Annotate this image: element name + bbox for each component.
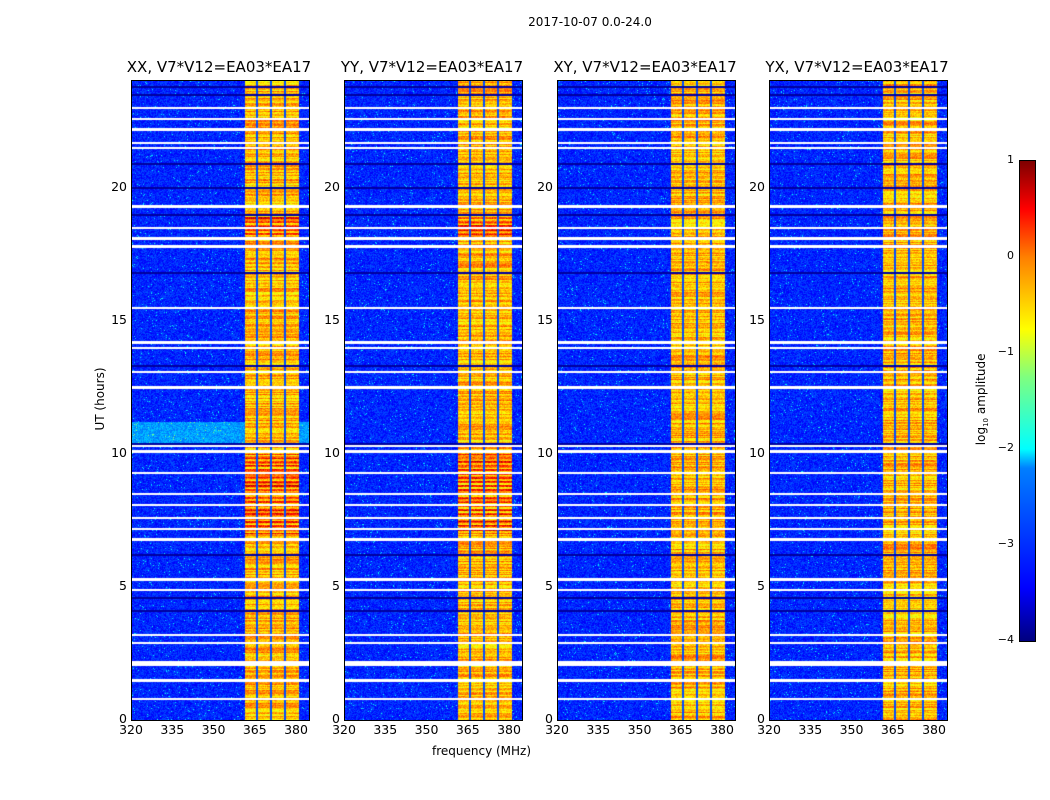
y-tick-label: 0: [332, 711, 340, 726]
y-tick-label: 10: [537, 444, 553, 460]
y-tick-label: 5: [545, 577, 553, 593]
x-tick-label: 320: [545, 722, 569, 737]
x-tick-label: 335: [373, 722, 398, 737]
spectrogram-panel: [131, 80, 310, 721]
x-tick-label: 350: [414, 722, 439, 737]
colorbar-tick-label: 1: [1007, 153, 1014, 166]
x-tick-label: 350: [201, 722, 226, 737]
y-tick-label: 10: [111, 444, 127, 460]
x-tick-label: 320: [119, 722, 143, 737]
spectrogram-panel: [769, 80, 948, 721]
y-tick-label: 10: [324, 444, 340, 460]
y-tick-label: 5: [332, 577, 340, 593]
y-tick-label: 10: [749, 444, 765, 460]
colorbar-tick-label: −2: [997, 441, 1014, 454]
spectrogram-image: [558, 81, 735, 720]
y-axis-label: UT (hours): [93, 367, 107, 431]
x-tick-label: 335: [586, 722, 611, 737]
y-tick-label: 15: [111, 311, 127, 327]
spectrogram-panel: [344, 80, 523, 721]
x-tick-label: 365: [668, 722, 693, 737]
x-tick-label: 350: [839, 722, 864, 737]
colorbar: [1019, 160, 1036, 642]
panel-title: YY, V7*V12=EA03*EA17: [340, 58, 524, 76]
x-axis-label: frequency (MHz): [432, 744, 532, 758]
x-tick-label: 365: [455, 722, 480, 737]
panel-title: XX, V7*V12=EA03*EA17: [126, 58, 312, 76]
colorbar-label: log10 amplitude: [973, 353, 991, 446]
spectrogram-image: [132, 81, 309, 720]
y-tick-label: 15: [537, 311, 553, 327]
figure-title: 2017-10-07 0.0-24.0: [528, 15, 652, 29]
x-tick-label: 380: [497, 722, 521, 737]
x-tick-label: 365: [242, 722, 267, 737]
colorbar-tick-label: −3: [997, 537, 1014, 550]
y-tick-label: 20: [749, 178, 765, 194]
y-tick-label: 20: [324, 178, 340, 194]
x-tick-label: 335: [798, 722, 823, 737]
y-tick-label: 15: [749, 311, 765, 327]
x-tick-label: 380: [710, 722, 734, 737]
panel-title: YX, V7*V12=EA03*EA17: [765, 58, 949, 76]
spectrogram-image: [345, 81, 522, 720]
x-tick-label: 320: [757, 722, 781, 737]
spectrogram-image: [770, 81, 947, 720]
y-tick-label: 20: [537, 178, 553, 194]
x-tick-label: 380: [284, 722, 308, 737]
y-tick-label: 0: [545, 711, 553, 726]
x-tick-label: 380: [922, 722, 946, 737]
y-tick-label: 0: [757, 711, 765, 726]
y-tick-label: 15: [324, 311, 340, 327]
y-tick-label: 5: [757, 577, 765, 593]
x-tick-label: 350: [627, 722, 652, 737]
y-tick-label: 20: [111, 178, 127, 194]
x-tick-label: 320: [332, 722, 356, 737]
x-tick-label: 365: [880, 722, 905, 737]
y-tick-label: 0: [119, 711, 127, 726]
spectrogram-panel: [557, 80, 736, 721]
x-tick-label: 335: [160, 722, 185, 737]
colorbar-tick-label: 0: [1007, 249, 1014, 262]
colorbar-tick-label: −1: [997, 345, 1014, 358]
panel-title: XY, V7*V12=EA03*EA17: [553, 58, 737, 76]
y-tick-label: 5: [119, 577, 127, 593]
colorbar-tick-label: −4: [997, 633, 1014, 646]
